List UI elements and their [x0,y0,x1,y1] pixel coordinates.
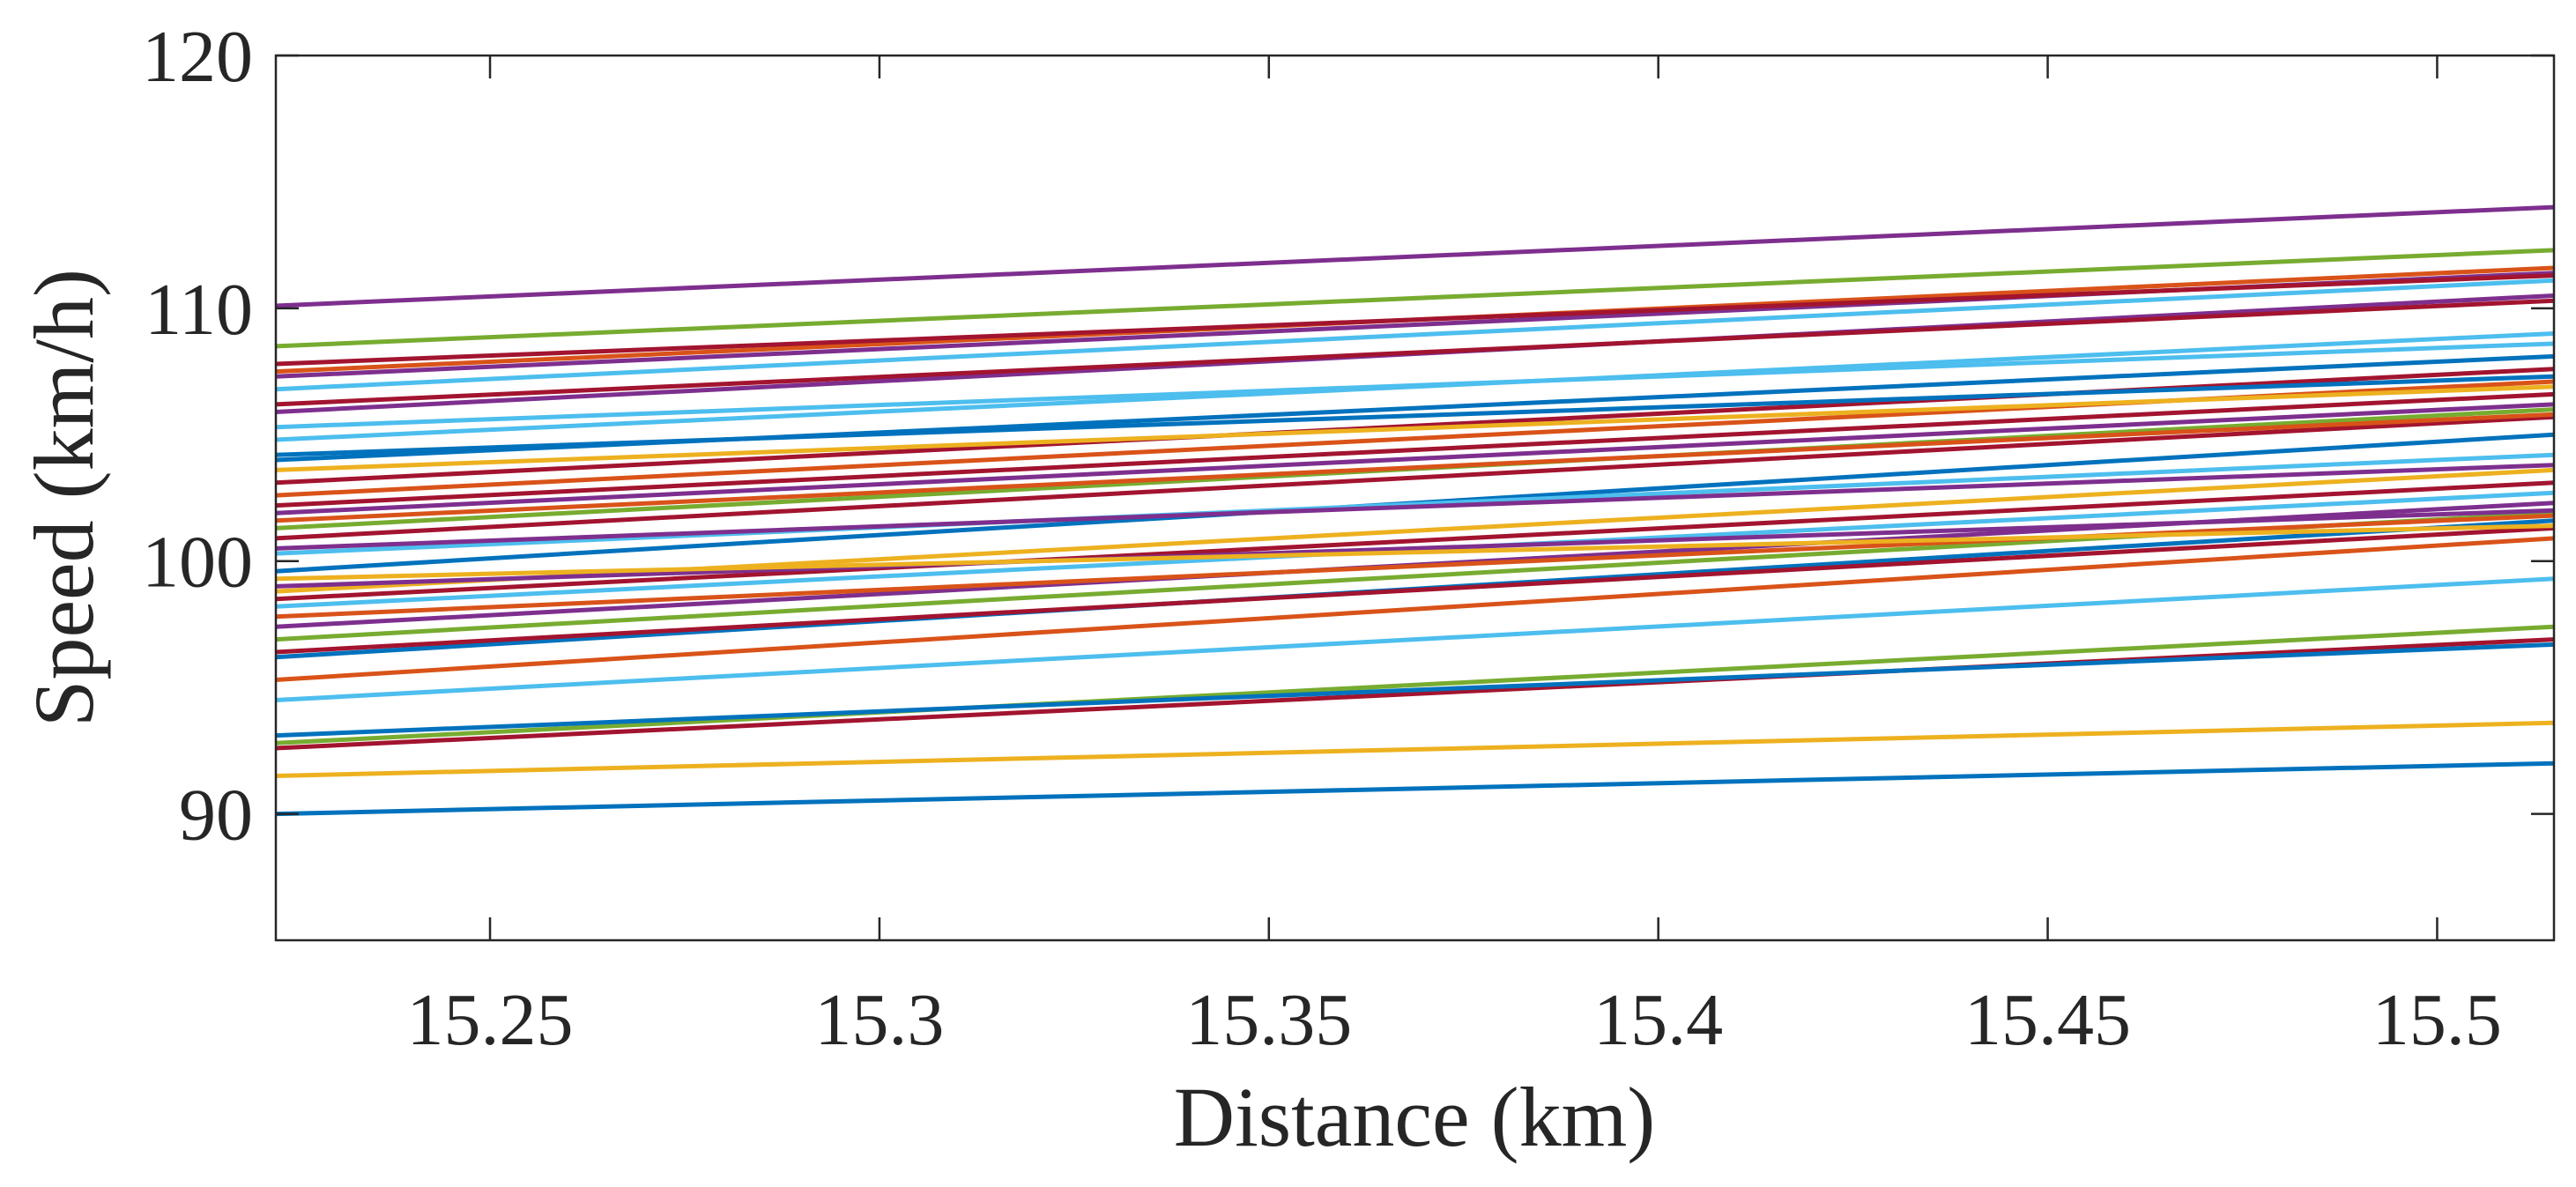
y-tick-label: 120 [142,16,253,98]
x-tick-label: 15.3 [814,979,944,1061]
plot-frame [274,54,2556,942]
series-line-5 [275,642,2555,738]
tick-layer: 15.25 15.3 15.35 15.4 15.45 15.5 90 100 110 120 [142,16,2554,1061]
x-tick-label: 15.25 [407,979,574,1061]
x-tick-label: 15.45 [1964,979,2131,1061]
series-line-38 [275,273,2555,367]
series-layer [275,204,2555,817]
series-line-23 [275,412,2555,523]
y-tick-label: 90 [179,775,253,857]
series-line-35 [275,278,2555,392]
series-line-1 [275,760,2555,817]
series-line-20 [275,463,2555,551]
series-line-7 [275,536,2555,682]
series-line-9 [275,525,2555,655]
series-line-19 [275,452,2555,556]
x-tick-label: 15.4 [1593,979,1723,1061]
y-axis-label: Speed (km/h) [17,269,111,727]
series-line-21 [275,414,2555,541]
x-tick-label: 15.35 [1185,979,1352,1061]
series-line-6 [275,576,2555,702]
series-line-17 [275,523,2555,582]
y-tick-label: 110 [145,269,253,351]
series-line-24 [275,402,2555,516]
series-line-39 [275,248,2555,349]
x-axis-label: Distance (km) [1174,1070,1655,1164]
series-line-28 [275,384,2555,472]
series-line-16 [275,508,2555,589]
x-tick-label: 15.5 [2372,979,2502,1061]
series-line-32 [275,341,2555,430]
series-line-34 [275,298,2555,407]
series-line-25 [275,391,2555,508]
series-line-2 [275,720,2555,778]
series-line-30 [275,374,2555,457]
series-line-14 [275,480,2555,602]
y-tick-label: 100 [142,522,253,604]
series-line-4 [275,624,2555,746]
series-line-40 [275,204,2555,308]
